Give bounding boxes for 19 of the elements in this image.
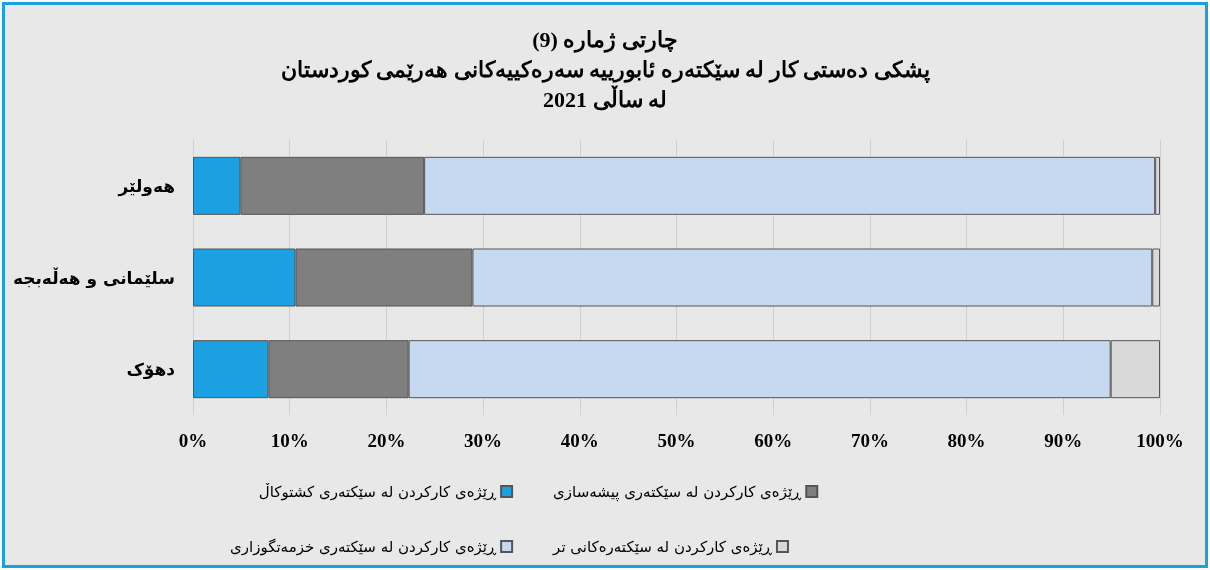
x-tick-label: 90%: [1044, 430, 1083, 451]
x-tick-label: 40%: [560, 430, 599, 451]
legend-label: ڕێژەی کارکردن لە سێکتەری پیشەسازی: [553, 482, 803, 502]
x-tick-label: 50%: [657, 430, 696, 451]
y-tick-label: دهۆک: [126, 359, 176, 381]
legend-label: ڕێژەی کارکردن لە سێکتەری خزمەتگوزاری: [229, 537, 497, 556]
x-tick-label: 10%: [270, 430, 309, 451]
y-tick-label: هەولێر: [117, 175, 175, 197]
x-tick-label: 20%: [367, 430, 406, 451]
x-tick-label: 80%: [947, 430, 986, 451]
x-tick-label: 100%: [1136, 430, 1184, 451]
chart-title: چارتی ژمارە (9) پشکی دەستی کار لە سێکتەرە ئابورییە سەرەکییەکانی هەرێمی کوردستان لە ساڵی 2021: [280, 26, 930, 112]
x-tick-label: 0%: [178, 430, 208, 451]
legend-label: ڕێژەی کارکردن لە سێکتەری کشتوکاڵ: [258, 482, 497, 501]
x-tick-label: 70%: [850, 430, 889, 451]
x-tick-label: 60%: [754, 430, 793, 451]
legend-label: ڕێژەی کارکردن لە سێکتەرەکانی تر: [552, 537, 773, 556]
x-tick-label: 30%: [464, 430, 503, 451]
y-tick-label: سلێمانی و هەڵەبجە: [12, 266, 175, 289]
